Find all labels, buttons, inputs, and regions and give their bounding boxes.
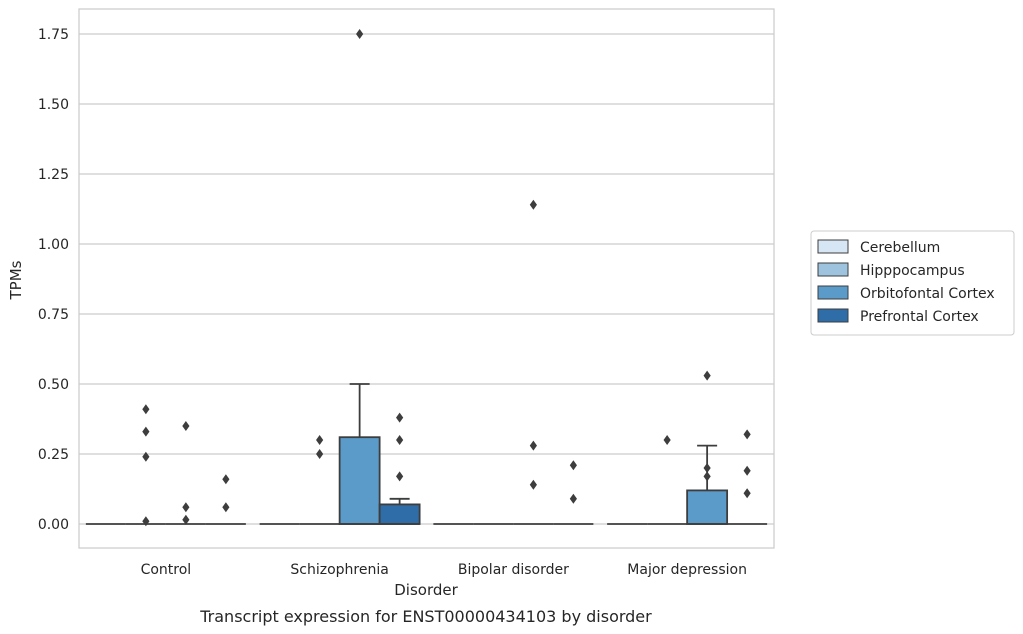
- outlier-point: [743, 465, 751, 476]
- plot-area: [79, 9, 774, 548]
- x-tick-label: Control: [141, 562, 192, 578]
- outlier-point: [529, 199, 537, 210]
- legend-swatch: [817, 308, 849, 323]
- x-axis-label: Disorder: [394, 581, 458, 599]
- y-tick-label: 0.50: [38, 377, 69, 393]
- legend-swatch: [817, 285, 849, 300]
- outlier-point: [743, 488, 751, 499]
- y-tick-label: 0.75: [38, 307, 69, 323]
- outlier-point: [663, 435, 671, 445]
- legend-label: Prefrontal Cortex: [860, 309, 979, 325]
- legend-swatch: [817, 262, 849, 277]
- box-group: [513, 199, 554, 525]
- y-axis-label: TPMs: [7, 260, 25, 300]
- outlier-point: [182, 421, 190, 431]
- outlier-point: [703, 370, 711, 381]
- legend-swatch: [817, 239, 849, 254]
- box-marks: [85, 29, 768, 527]
- box-group: [299, 435, 340, 525]
- box-group: [165, 421, 206, 525]
- box-group: [727, 429, 768, 525]
- outlier-point: [316, 435, 324, 445]
- outlier-point: [142, 404, 150, 415]
- box-group: [338, 29, 381, 525]
- box-group: [686, 370, 729, 525]
- y-tick-label: 0.00: [38, 517, 69, 533]
- chart-title: Transcript expression for ENST0000043410…: [199, 607, 652, 626]
- outlier-point: [356, 29, 364, 39]
- plot-frame: [78, 8, 775, 549]
- y-axis-ticks: 0.00 0.25 0.50 0.75 1.00 1.25 1.50 1.75: [38, 27, 69, 533]
- box-group: [647, 435, 688, 525]
- outlier-point: [569, 493, 577, 504]
- x-tick-label: Bipolar disorder: [458, 562, 569, 578]
- box-group: [205, 474, 246, 525]
- x-axis-ticks: Control Schizophrenia Bipolar disorder Majo…: [141, 562, 747, 578]
- y-tick-label: 1.25: [38, 167, 69, 183]
- legend-frame: [810, 230, 1015, 336]
- outlier-point: [182, 502, 190, 513]
- outlier-point: [222, 474, 230, 485]
- gridlines: [79, 33, 774, 525]
- y-tick-label: 1.75: [38, 27, 69, 43]
- legend: Cerebellum Hipppocampus Orbitofontal Corte…: [810, 230, 1015, 336]
- box-group: [378, 412, 421, 525]
- y-tick-label: 0.25: [38, 447, 69, 463]
- outlier-point: [396, 412, 404, 423]
- outlier-point: [142, 516, 150, 527]
- box-group: [553, 460, 594, 525]
- outlier-point: [529, 440, 537, 451]
- box: [338, 436, 381, 525]
- outlier-point: [743, 429, 751, 440]
- outlier-point: [569, 460, 577, 471]
- outlier-point: [396, 435, 404, 445]
- x-tick-label: Schizophrenia: [290, 562, 388, 578]
- outlier-point: [529, 479, 537, 490]
- box: [686, 489, 729, 525]
- legend-label: Hipppocampus: [860, 263, 965, 279]
- outlier-point: [142, 451, 150, 462]
- outlier-point: [182, 514, 190, 525]
- y-tick-label: 1.00: [38, 237, 69, 253]
- outlier-point: [703, 463, 711, 473]
- box: [378, 503, 421, 525]
- legend-label: Cerebellum: [860, 240, 940, 256]
- outlier-point: [396, 471, 404, 482]
- outlier-point: [316, 449, 324, 459]
- outlier-point: [703, 471, 711, 482]
- y-tick-label: 1.50: [38, 97, 69, 113]
- legend-label: Orbitofontal Cortex: [860, 286, 995, 302]
- outlier-point: [222, 502, 230, 513]
- box-group: [125, 404, 166, 527]
- x-tick-label: Major depression: [627, 562, 747, 578]
- outlier-point: [142, 426, 150, 437]
